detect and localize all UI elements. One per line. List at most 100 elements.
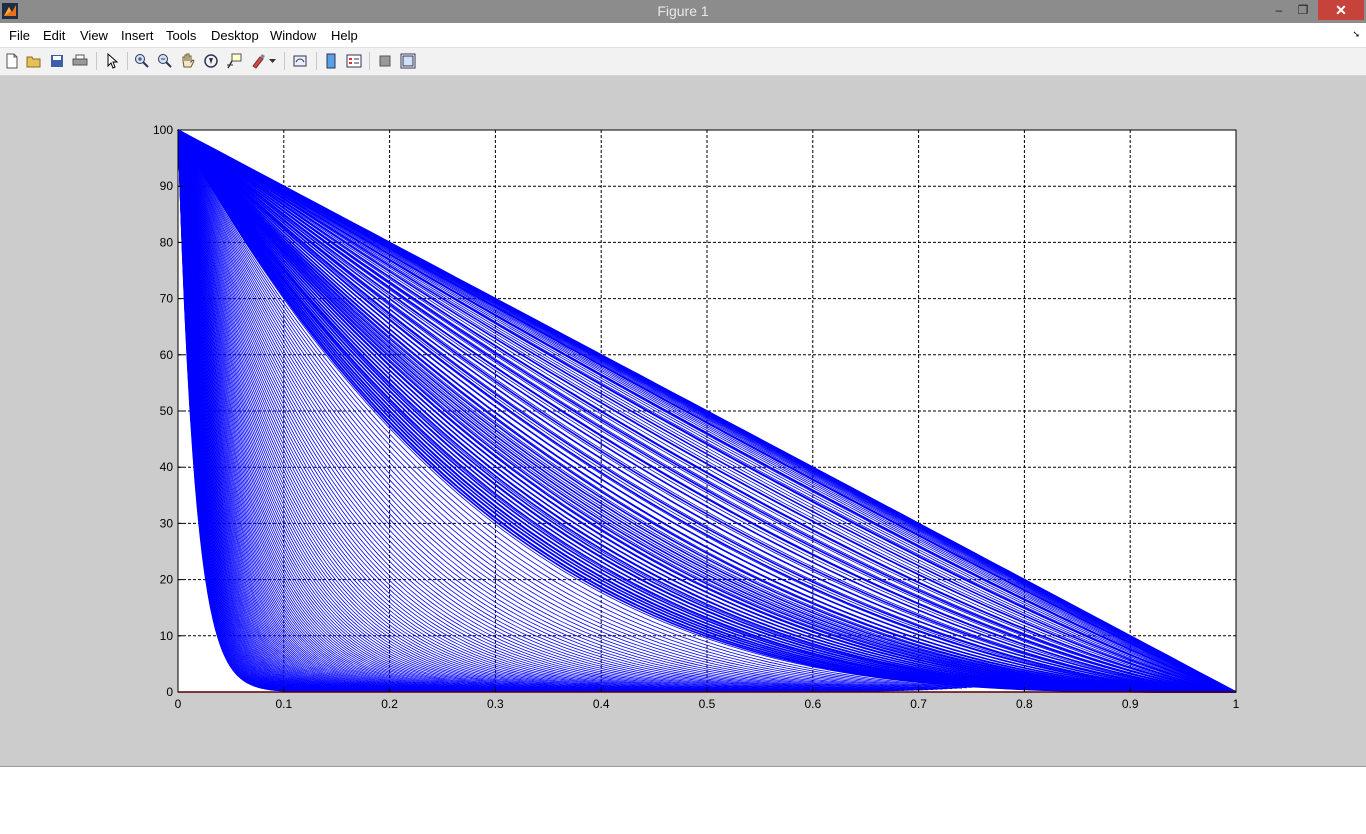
series-line — [177, 129, 871, 692]
x-tick-label: 0.4 — [593, 697, 610, 711]
x-tick-label: 0.7 — [910, 697, 927, 711]
series-line — [177, 129, 938, 690]
y-tick-labels: 0 10 20 30 40 50 60 70 80 90 100 — [153, 123, 183, 699]
x-tick-label: 0.1 — [275, 697, 292, 711]
series-line — [177, 129, 1237, 693]
series-line — [177, 129, 1237, 693]
series-line — [177, 129, 1237, 693]
menu-help[interactable]: Help — [331, 28, 358, 43]
minimize-button[interactable]: – — [1275, 3, 1283, 17]
menu-insert[interactable]: Insert — [121, 28, 154, 43]
zoom-in-icon[interactable] — [132, 51, 152, 71]
legend-icon[interactable] — [344, 51, 364, 71]
series-line — [177, 129, 1237, 693]
pan-hand-icon[interactable] — [178, 51, 198, 71]
series-line — [177, 129, 1237, 693]
series-line — [177, 129, 1237, 693]
series-line — [177, 129, 1237, 693]
rotate-3d-icon[interactable] — [201, 51, 221, 71]
maximize-button[interactable]: ❐ — [1297, 3, 1309, 17]
x-tick-label: 0.9 — [1122, 697, 1139, 711]
series-line — [177, 129, 1237, 693]
series-line — [177, 129, 885, 692]
save-icon[interactable] — [47, 51, 67, 71]
y-tick-label: 90 — [160, 179, 174, 193]
window-titlebar[interactable]: Figure 1 – ❐ ✕ — [0, 0, 1366, 23]
colorbar-icon[interactable] — [321, 51, 341, 71]
menu-tools[interactable]: Tools — [166, 28, 197, 43]
series-line — [177, 129, 876, 692]
show-plot-tools-icon[interactable] — [398, 51, 418, 71]
series-line — [177, 129, 1016, 685]
data-cursor-icon[interactable] — [224, 51, 244, 71]
toolbar-separator — [96, 52, 97, 70]
series-line — [177, 129, 1237, 693]
series-line — [177, 129, 1237, 693]
series-line — [177, 129, 1237, 693]
menu-window[interactable]: Window — [270, 28, 317, 43]
menu-file[interactable]: File — [9, 28, 30, 43]
series-line — [177, 129, 890, 692]
series-line — [177, 129, 1045, 682]
series-line — [177, 129, 977, 688]
series-line — [177, 129, 967, 689]
series-line — [177, 129, 953, 690]
figure-canvas: 0 0.1 0.2 0.3 0.4 0.5 0.6 0.7 0.8 0.9 1 0 10 20 30 40 5… — [0, 76, 1366, 766]
series-line — [177, 129, 1237, 693]
series-line — [177, 129, 856, 692]
toolbar-separator — [284, 52, 285, 70]
zoom-out-icon[interactable] — [155, 51, 175, 71]
close-button[interactable]: ✕ — [1318, 0, 1364, 20]
dock-arrow-icon[interactable]: ➘ — [1352, 29, 1360, 39]
series-line — [177, 129, 851, 692]
series-line — [177, 129, 914, 691]
series-line — [177, 129, 1237, 693]
series-line — [177, 129, 1237, 693]
series-line — [177, 129, 1237, 693]
series-line — [177, 129, 880, 692]
print-icon[interactable] — [70, 51, 90, 71]
link-plot-icon[interactable] — [290, 51, 310, 71]
menu-edit[interactable]: Edit — [43, 28, 66, 43]
y-tick-label: 0 — [166, 685, 173, 699]
menu-view[interactable]: View — [80, 28, 108, 43]
series-line — [177, 129, 900, 692]
series-line — [177, 129, 1237, 693]
toolbar-separator — [127, 52, 128, 70]
series-line — [177, 129, 1237, 693]
new-figure-icon[interactable] — [2, 51, 22, 71]
series-line — [177, 129, 1236, 693]
menubar: File Edit View Insert Tools Desktop Wind… — [0, 23, 1366, 48]
series-line — [177, 129, 1237, 693]
series-line — [177, 129, 1237, 693]
menu-desktop[interactable]: Desktop — [211, 28, 259, 43]
brush-icon[interactable] — [248, 51, 268, 71]
y-tick-label: 80 — [160, 235, 174, 249]
series-line — [177, 129, 1236, 693]
series-line — [177, 129, 929, 691]
series-line — [177, 129, 1237, 693]
series-line — [177, 129, 846, 692]
y-tick-label: 10 — [160, 629, 174, 643]
series-line — [177, 129, 1237, 693]
hide-plot-tools-icon[interactable] — [375, 51, 395, 71]
series-line — [177, 129, 1237, 693]
y-tick-label: 70 — [160, 292, 174, 306]
brush-dropdown-chevron-icon[interactable] — [266, 51, 278, 71]
series-line — [177, 129, 1059, 680]
open-file-icon[interactable] — [24, 51, 44, 71]
y-tick-label: 20 — [160, 573, 174, 587]
x-tick-label: 0.3 — [487, 697, 504, 711]
series-line — [177, 129, 1237, 693]
y-tick-label: 100 — [153, 123, 173, 137]
edit-plot-arrow-icon[interactable] — [102, 51, 122, 71]
series-line — [177, 129, 1237, 693]
matlab-logo-icon — [2, 3, 18, 19]
series-line — [177, 129, 934, 690]
series-line — [177, 129, 909, 691]
series-line — [177, 129, 1237, 693]
series-line — [177, 129, 1049, 681]
series-line — [177, 129, 866, 692]
series-line — [177, 129, 1237, 693]
y-tick-label: 50 — [160, 404, 174, 418]
